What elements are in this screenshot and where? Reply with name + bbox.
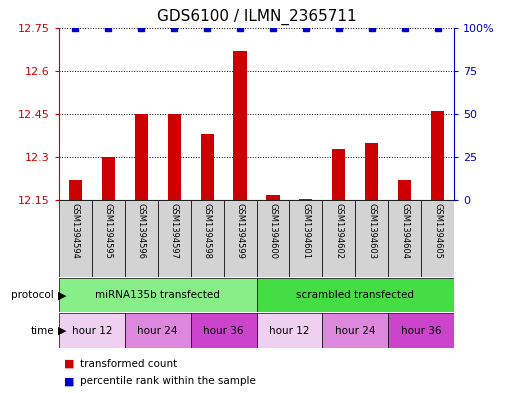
Text: GSM1394604: GSM1394604 xyxy=(400,203,409,259)
Bar xyxy=(59,313,125,348)
Bar xyxy=(388,313,454,348)
Bar xyxy=(224,200,256,277)
Text: hour 36: hour 36 xyxy=(401,325,441,336)
Bar xyxy=(102,157,115,200)
Bar xyxy=(59,278,256,312)
Bar xyxy=(233,51,247,200)
Bar xyxy=(256,200,289,277)
Text: GSM1394595: GSM1394595 xyxy=(104,203,113,259)
Bar xyxy=(158,200,191,277)
Text: time: time xyxy=(30,325,54,336)
Text: ▶: ▶ xyxy=(58,290,67,300)
Bar xyxy=(256,278,454,312)
Bar xyxy=(355,200,388,277)
Bar xyxy=(388,200,421,277)
Text: GSM1394603: GSM1394603 xyxy=(367,203,376,259)
Bar xyxy=(69,180,82,200)
Text: ■: ■ xyxy=(64,376,74,386)
Text: GSM1394596: GSM1394596 xyxy=(137,203,146,259)
Text: GSM1394598: GSM1394598 xyxy=(203,203,212,259)
Text: GSM1394605: GSM1394605 xyxy=(433,203,442,259)
Text: GSM1394600: GSM1394600 xyxy=(268,203,278,259)
Text: hour 36: hour 36 xyxy=(203,325,244,336)
Bar xyxy=(168,114,181,200)
Bar xyxy=(191,200,224,277)
Text: hour 12: hour 12 xyxy=(72,325,112,336)
Text: GSM1394602: GSM1394602 xyxy=(334,203,343,259)
Bar xyxy=(92,200,125,277)
Text: transformed count: transformed count xyxy=(80,358,177,369)
Bar xyxy=(322,313,388,348)
Bar xyxy=(365,143,378,200)
Text: scrambled transfected: scrambled transfected xyxy=(296,290,415,300)
Bar xyxy=(201,134,214,200)
Text: hour 24: hour 24 xyxy=(137,325,178,336)
Text: ▶: ▶ xyxy=(58,325,67,336)
Text: GSM1394597: GSM1394597 xyxy=(170,203,179,259)
Text: hour 12: hour 12 xyxy=(269,325,310,336)
Title: GDS6100 / ILMN_2365711: GDS6100 / ILMN_2365711 xyxy=(156,9,357,25)
Text: hour 24: hour 24 xyxy=(335,325,376,336)
Bar xyxy=(191,313,256,348)
Text: ■: ■ xyxy=(64,358,74,369)
Bar xyxy=(398,180,411,200)
Bar xyxy=(332,149,345,200)
Bar xyxy=(421,200,454,277)
Bar xyxy=(266,195,280,200)
Bar xyxy=(125,200,158,277)
Bar xyxy=(256,313,322,348)
Text: GSM1394601: GSM1394601 xyxy=(301,203,310,259)
Bar xyxy=(322,200,355,277)
Bar xyxy=(299,199,312,200)
Text: percentile rank within the sample: percentile rank within the sample xyxy=(80,376,255,386)
Bar xyxy=(289,200,322,277)
Text: protocol: protocol xyxy=(11,290,54,300)
Bar xyxy=(135,114,148,200)
Bar xyxy=(125,313,191,348)
Bar xyxy=(431,111,444,200)
Bar xyxy=(59,200,92,277)
Text: GSM1394599: GSM1394599 xyxy=(235,203,245,259)
Text: GSM1394594: GSM1394594 xyxy=(71,203,80,259)
Text: miRNA135b transfected: miRNA135b transfected xyxy=(95,290,220,300)
